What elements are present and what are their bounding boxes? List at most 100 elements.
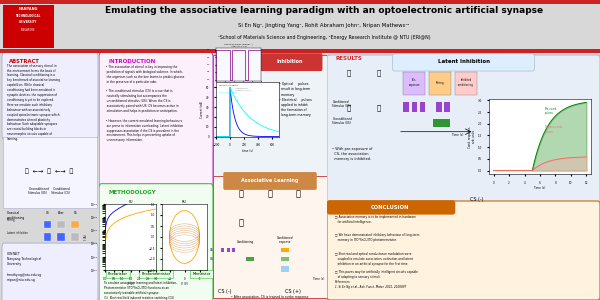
Without 1 update	[247, 134, 254, 137]
Text: RESULTS: RESULTS	[218, 56, 245, 61]
With 20 updates	[212, 135, 220, 138]
Without 1 update	[212, 135, 220, 138]
Without 1 update	[250, 134, 257, 138]
Text: Conditioning: Conditioning	[237, 241, 254, 244]
With 20 updates	[274, 130, 281, 133]
Text: US: US	[46, 211, 49, 215]
Text: ¹School of Materials Science and Engineering, ²Energy Research Institute @ NTU (: ¹School of Materials Science and Enginee…	[218, 35, 430, 40]
Text: 🐝: 🐝	[377, 104, 381, 111]
FancyBboxPatch shape	[223, 172, 317, 190]
Text: 🐝: 🐝	[296, 189, 301, 198]
Text: Time (s): Time (s)	[313, 277, 324, 281]
Text: RESULTS: RESULTS	[335, 56, 362, 61]
FancyBboxPatch shape	[327, 55, 600, 203]
Bar	[232, 248, 235, 252]
Bar	[403, 72, 425, 94]
Text: 🐝: 🐝	[268, 189, 272, 198]
X-axis label: V (V): V (V)	[127, 282, 134, 286]
With 20 updates	[264, 127, 271, 130]
FancyBboxPatch shape	[213, 55, 327, 179]
Text: ABSTRACT: ABSTRACT	[9, 59, 40, 64]
Bar	[58, 221, 65, 228]
Text: RU: RU	[182, 200, 187, 204]
Text: NANYANG: NANYANG	[19, 8, 38, 11]
Bar	[227, 248, 229, 252]
Bar	[281, 257, 289, 261]
With 20 updates	[226, 85, 233, 89]
Text: UNIVERSITY: UNIVERSITY	[19, 20, 37, 23]
Without 1 update	[274, 135, 281, 138]
FancyBboxPatch shape	[213, 176, 327, 298]
Y-axis label: Cond. response,
arb. units: Cond. response, arb. units	[468, 125, 476, 148]
Text: 🌸: 🌸	[347, 70, 351, 76]
Without 1 update	[275, 135, 283, 138]
Text: □ Associative memory is to be implemented in hardware
   for artificial intellig: □ Associative memory is to be implemente…	[335, 214, 416, 224]
Bar	[436, 102, 442, 112]
Text: Photomemristor: Photomemristor	[142, 272, 170, 276]
Text: INTRODUCTION: INTRODUCTION	[108, 59, 155, 64]
With 20 updates	[247, 116, 254, 120]
Text: METHODOLOGY: METHODOLOGY	[108, 190, 156, 195]
Bar	[0, 49, 600, 52]
Bar	[3, 5, 54, 48]
FancyBboxPatch shape	[2, 243, 98, 300]
Line: With 20 updates: With 20 updates	[216, 87, 279, 136]
Text: Unconditioned
Stimulus (US): Unconditioned Stimulus (US)	[332, 117, 352, 125]
Text: Memristor: Memristor	[193, 272, 211, 276]
Bar	[58, 233, 65, 241]
Bar	[430, 72, 451, 94]
With 20 updates	[242, 112, 250, 116]
Text: Pre-cond.
pulses: Pre-cond. pulses	[545, 106, 558, 115]
Text: Time (s): Time (s)	[452, 133, 464, 137]
Text: • After association, CS is trained to evoke response: • After association, CS is trained to ev…	[231, 295, 309, 299]
Text: To emulate associative learning and latent inhibition,
Photomemristor (ITO*SnO₂/: To emulate associative learning and late…	[104, 281, 176, 300]
Text: 🐝: 🐝	[377, 70, 381, 76]
Text: Pairing: Pairing	[436, 81, 445, 85]
Y-axis label: Current (nA): Current (nA)	[200, 101, 204, 118]
Title: Optical stimulus (mwcm⁻²)
Intensity:?, sec: Optical stimulus (mwcm⁻²) Intensity:?, s…	[224, 44, 253, 46]
Text: SINGAPORE: SINGAPORE	[21, 28, 35, 32]
Text: CS (+): CS (+)	[285, 289, 301, 294]
Bar	[403, 102, 409, 112]
Line: Without 1 update: Without 1 update	[216, 88, 279, 136]
Text: Emulating the associative learning paradigm with an optoelectronic artificial sy: Emulating the associative learning parad…	[105, 6, 543, 15]
Text: Inhibition: Inhibition	[276, 59, 302, 64]
Text: 🌸: 🌸	[239, 219, 244, 228]
Bar	[412, 102, 417, 112]
Bar	[44, 233, 52, 241]
Text: CS (-): CS (-)	[470, 197, 484, 202]
X-axis label: Time (s): Time (s)	[535, 186, 545, 190]
Text: • The association of stimuli is key in improving the
   prediction of signals wi: • The association of stimuli is key in i…	[104, 65, 184, 142]
Bar	[246, 257, 254, 261]
Text: Photaristor: Photaristor	[108, 272, 128, 276]
Text: After: After	[58, 211, 65, 215]
Y-axis label: I (A): I (A)	[85, 234, 88, 240]
Text: CS: CS	[209, 248, 214, 252]
With 20 updates	[250, 119, 257, 122]
Text: □ We have demonstrated inhibitory behaviour of long-term
   memory in ITO*SnO₂/I: □ We have demonstrated inhibitory behavi…	[335, 233, 419, 242]
FancyBboxPatch shape	[327, 200, 455, 214]
Text: FU: FU	[128, 200, 133, 204]
FancyBboxPatch shape	[99, 52, 213, 189]
FancyBboxPatch shape	[3, 137, 97, 208]
X-axis label: time (s): time (s)	[242, 149, 253, 153]
Bar	[420, 102, 425, 112]
Text: • With pre-exposure of
  CS, the association
  memory is inhibited.: • With pre-exposure of CS, the associati…	[332, 147, 373, 161]
Text: • Optical     pulses
  result in long-term
  memory
• Electrical     pulses
  ap: • Optical pulses result in long-term mem…	[279, 82, 312, 117]
Text: CS (-): CS (-)	[218, 289, 231, 294]
Text: 🌼: 🌼	[347, 104, 351, 111]
Bar	[44, 221, 52, 228]
Bar	[281, 248, 289, 252]
Text: Latent Inhibition: Latent Inhibition	[437, 59, 490, 64]
Bar	[71, 233, 79, 241]
Text: CS: CS	[73, 211, 77, 215]
Bar	[455, 72, 477, 94]
Without 1 update	[242, 133, 250, 136]
Text: The association of sensory stimuli in
the environment forms the basis of
learnin: The association of sensory stimuli in th…	[7, 64, 60, 141]
Text: Conditioned
Stimulus (CS): Conditioned Stimulus (CS)	[332, 100, 351, 108]
FancyBboxPatch shape	[327, 201, 600, 300]
Text: Unconditioned     Conditioned
Stimulus (US)     Stimulus (CS): Unconditioned Conditioned Stimulus (US) …	[29, 187, 71, 195]
Text: CONTACT
Nanyang Technological
University

timothy.ng@ntu.edu.sg
nripan@ntu.edu.s: CONTACT Nanyang Technological University…	[7, 252, 42, 282]
Text: Inhibited
conditioning: Inhibited conditioning	[458, 78, 474, 87]
Text: Associative Learning: Associative Learning	[241, 178, 299, 183]
